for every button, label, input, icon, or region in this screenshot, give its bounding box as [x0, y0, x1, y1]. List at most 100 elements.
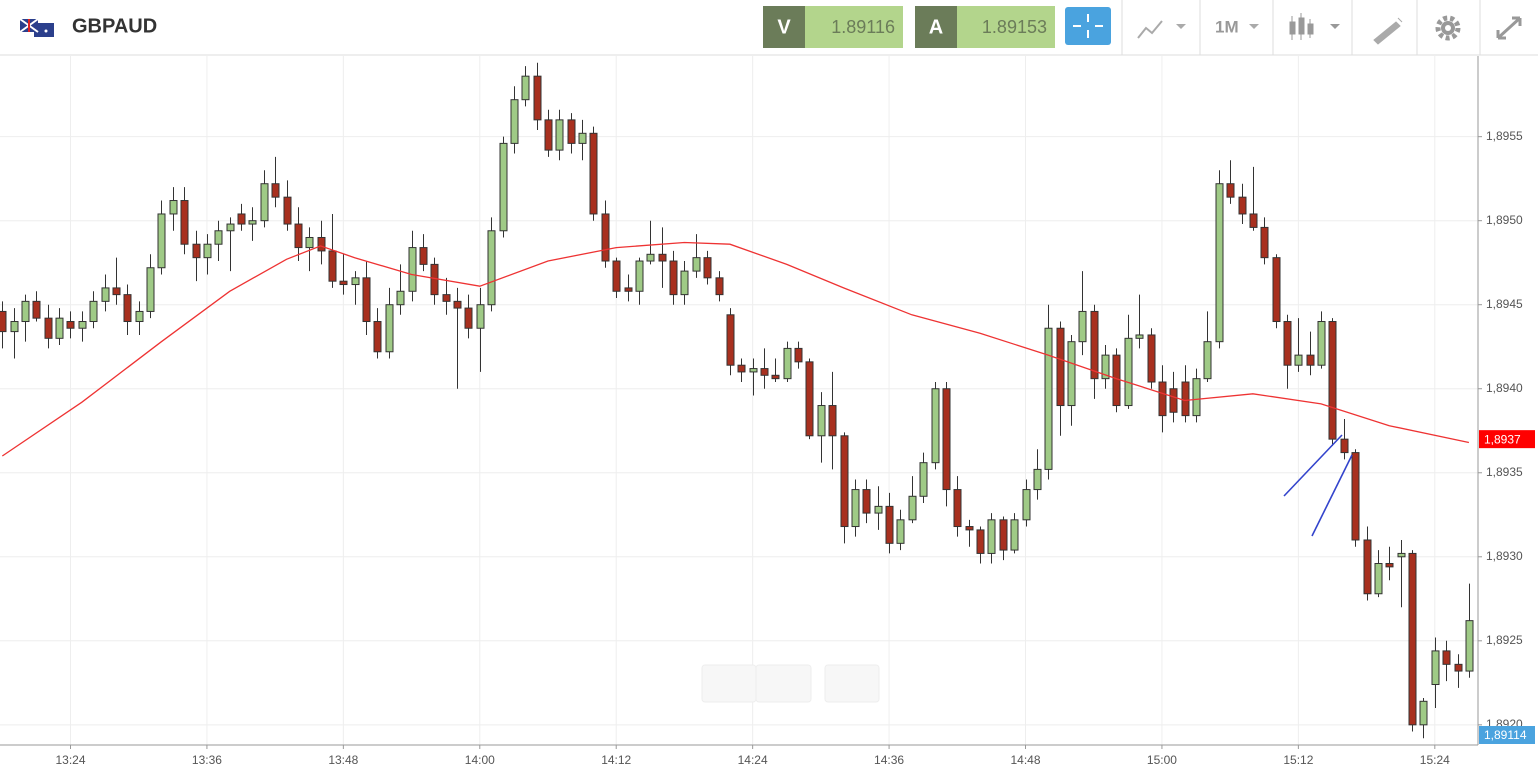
candle-body [1283, 321, 1292, 366]
x-tick-label: 15:12 [1283, 753, 1313, 767]
ask-label-box[interactable] [915, 6, 957, 48]
candle-body [44, 317, 53, 339]
candle-body [419, 247, 428, 265]
candle-body [1090, 310, 1099, 380]
candle-body [578, 132, 587, 144]
candle-body [203, 243, 212, 259]
candle-body [1056, 327, 1065, 407]
candle-body [828, 405, 837, 437]
candle-body [237, 213, 246, 225]
candle-body [146, 267, 155, 312]
candle-body [1215, 183, 1224, 343]
candle-body [624, 287, 633, 292]
timeframe-arrow [1249, 24, 1259, 29]
candle-body [510, 99, 519, 144]
x-tick-label: 13:36 [192, 753, 222, 767]
candle-body [703, 257, 712, 279]
candle-body [919, 462, 928, 497]
candle-body [942, 388, 951, 491]
candle-body [1101, 354, 1110, 380]
candle-body [499, 142, 508, 232]
candle-body [987, 519, 996, 554]
candle-body [1374, 563, 1383, 595]
bid-label-box[interactable] [763, 6, 805, 48]
candle-body [112, 287, 121, 296]
candle-body [1226, 183, 1235, 198]
chart-type-button[interactable] [1137, 20, 1186, 39]
candle-body [1112, 354, 1121, 407]
candle-body [1431, 650, 1440, 686]
ask-price: 1.89153 [982, 17, 1047, 37]
moving-average [1, 241, 1470, 457]
ask-box[interactable] [957, 6, 1055, 48]
candle-body [1067, 341, 1076, 407]
candle-body [646, 253, 655, 262]
candle-body [1124, 337, 1133, 407]
candle-body [1192, 378, 1201, 417]
candle-body [1033, 468, 1042, 491]
bid-box[interactable] [805, 6, 903, 48]
candle-body [976, 529, 985, 554]
nav-buttons[interactable] [701, 664, 880, 703]
candle-body [1010, 519, 1019, 551]
candle-body [783, 347, 792, 380]
candle-body [192, 243, 201, 259]
price-tag-label: 1,89114 [1484, 728, 1527, 742]
candle-body [1454, 663, 1463, 672]
candle-body [89, 300, 98, 323]
x-tick-label: 14:24 [738, 753, 768, 767]
candle-body [1340, 438, 1349, 454]
candle-body [1408, 552, 1417, 726]
expand-button[interactable] [1496, 16, 1522, 40]
candle-body [885, 505, 894, 544]
price-tag [1479, 726, 1535, 744]
candle-body [55, 317, 64, 339]
candle-body [362, 277, 371, 323]
timeframe[interactable]: 1M [1215, 17, 1239, 36]
candle-body [544, 119, 553, 151]
candle-body [1147, 334, 1156, 383]
x-tick-label: 13:48 [328, 753, 358, 767]
x-tick-label: 14:12 [601, 753, 631, 767]
candle-body [123, 294, 132, 323]
candle-body [1260, 226, 1269, 259]
settings-button[interactable] [1435, 15, 1461, 41]
candle-body [601, 213, 610, 262]
candle-button[interactable] [1289, 13, 1340, 40]
candle-body [1272, 257, 1281, 323]
candle-body [180, 200, 189, 245]
candle-body [283, 196, 292, 225]
candle-body [226, 223, 235, 232]
candle-body [476, 304, 485, 329]
bid-price: 1.89116 [831, 17, 895, 37]
ask-label: A [929, 16, 943, 38]
candle-body [1294, 354, 1303, 366]
crosshair-button[interactable] [1065, 7, 1111, 45]
candle-body [1397, 552, 1406, 558]
toolbar-separators [1121, 0, 1481, 55]
candle-body [760, 368, 769, 376]
candle-body [248, 220, 257, 225]
candle-body [635, 260, 644, 292]
candle-body [589, 132, 598, 215]
trend-lines [1283, 434, 1353, 537]
candle-body [1044, 327, 1053, 470]
candle-body [1306, 354, 1315, 366]
candle-body [328, 250, 337, 282]
y-tick-label: 1,8930 [1486, 549, 1523, 563]
toolbar: GBPAUD V 1.89116 A 1.89153 1M [0, 0, 1538, 56]
candle-body [658, 253, 667, 262]
candle-body [0, 310, 7, 333]
candle-body [555, 119, 564, 151]
candle-body [260, 183, 269, 222]
x-tick-label: 13:24 [55, 753, 85, 767]
y-tick-label: 1,8950 [1486, 213, 1523, 227]
candle-body [1238, 196, 1247, 215]
x-tick-label: 15:00 [1147, 753, 1177, 767]
x-tick-label: 14:00 [465, 753, 495, 767]
candle-body [396, 290, 405, 306]
candle-body [101, 287, 110, 302]
draw-button[interactable] [1373, 17, 1403, 45]
